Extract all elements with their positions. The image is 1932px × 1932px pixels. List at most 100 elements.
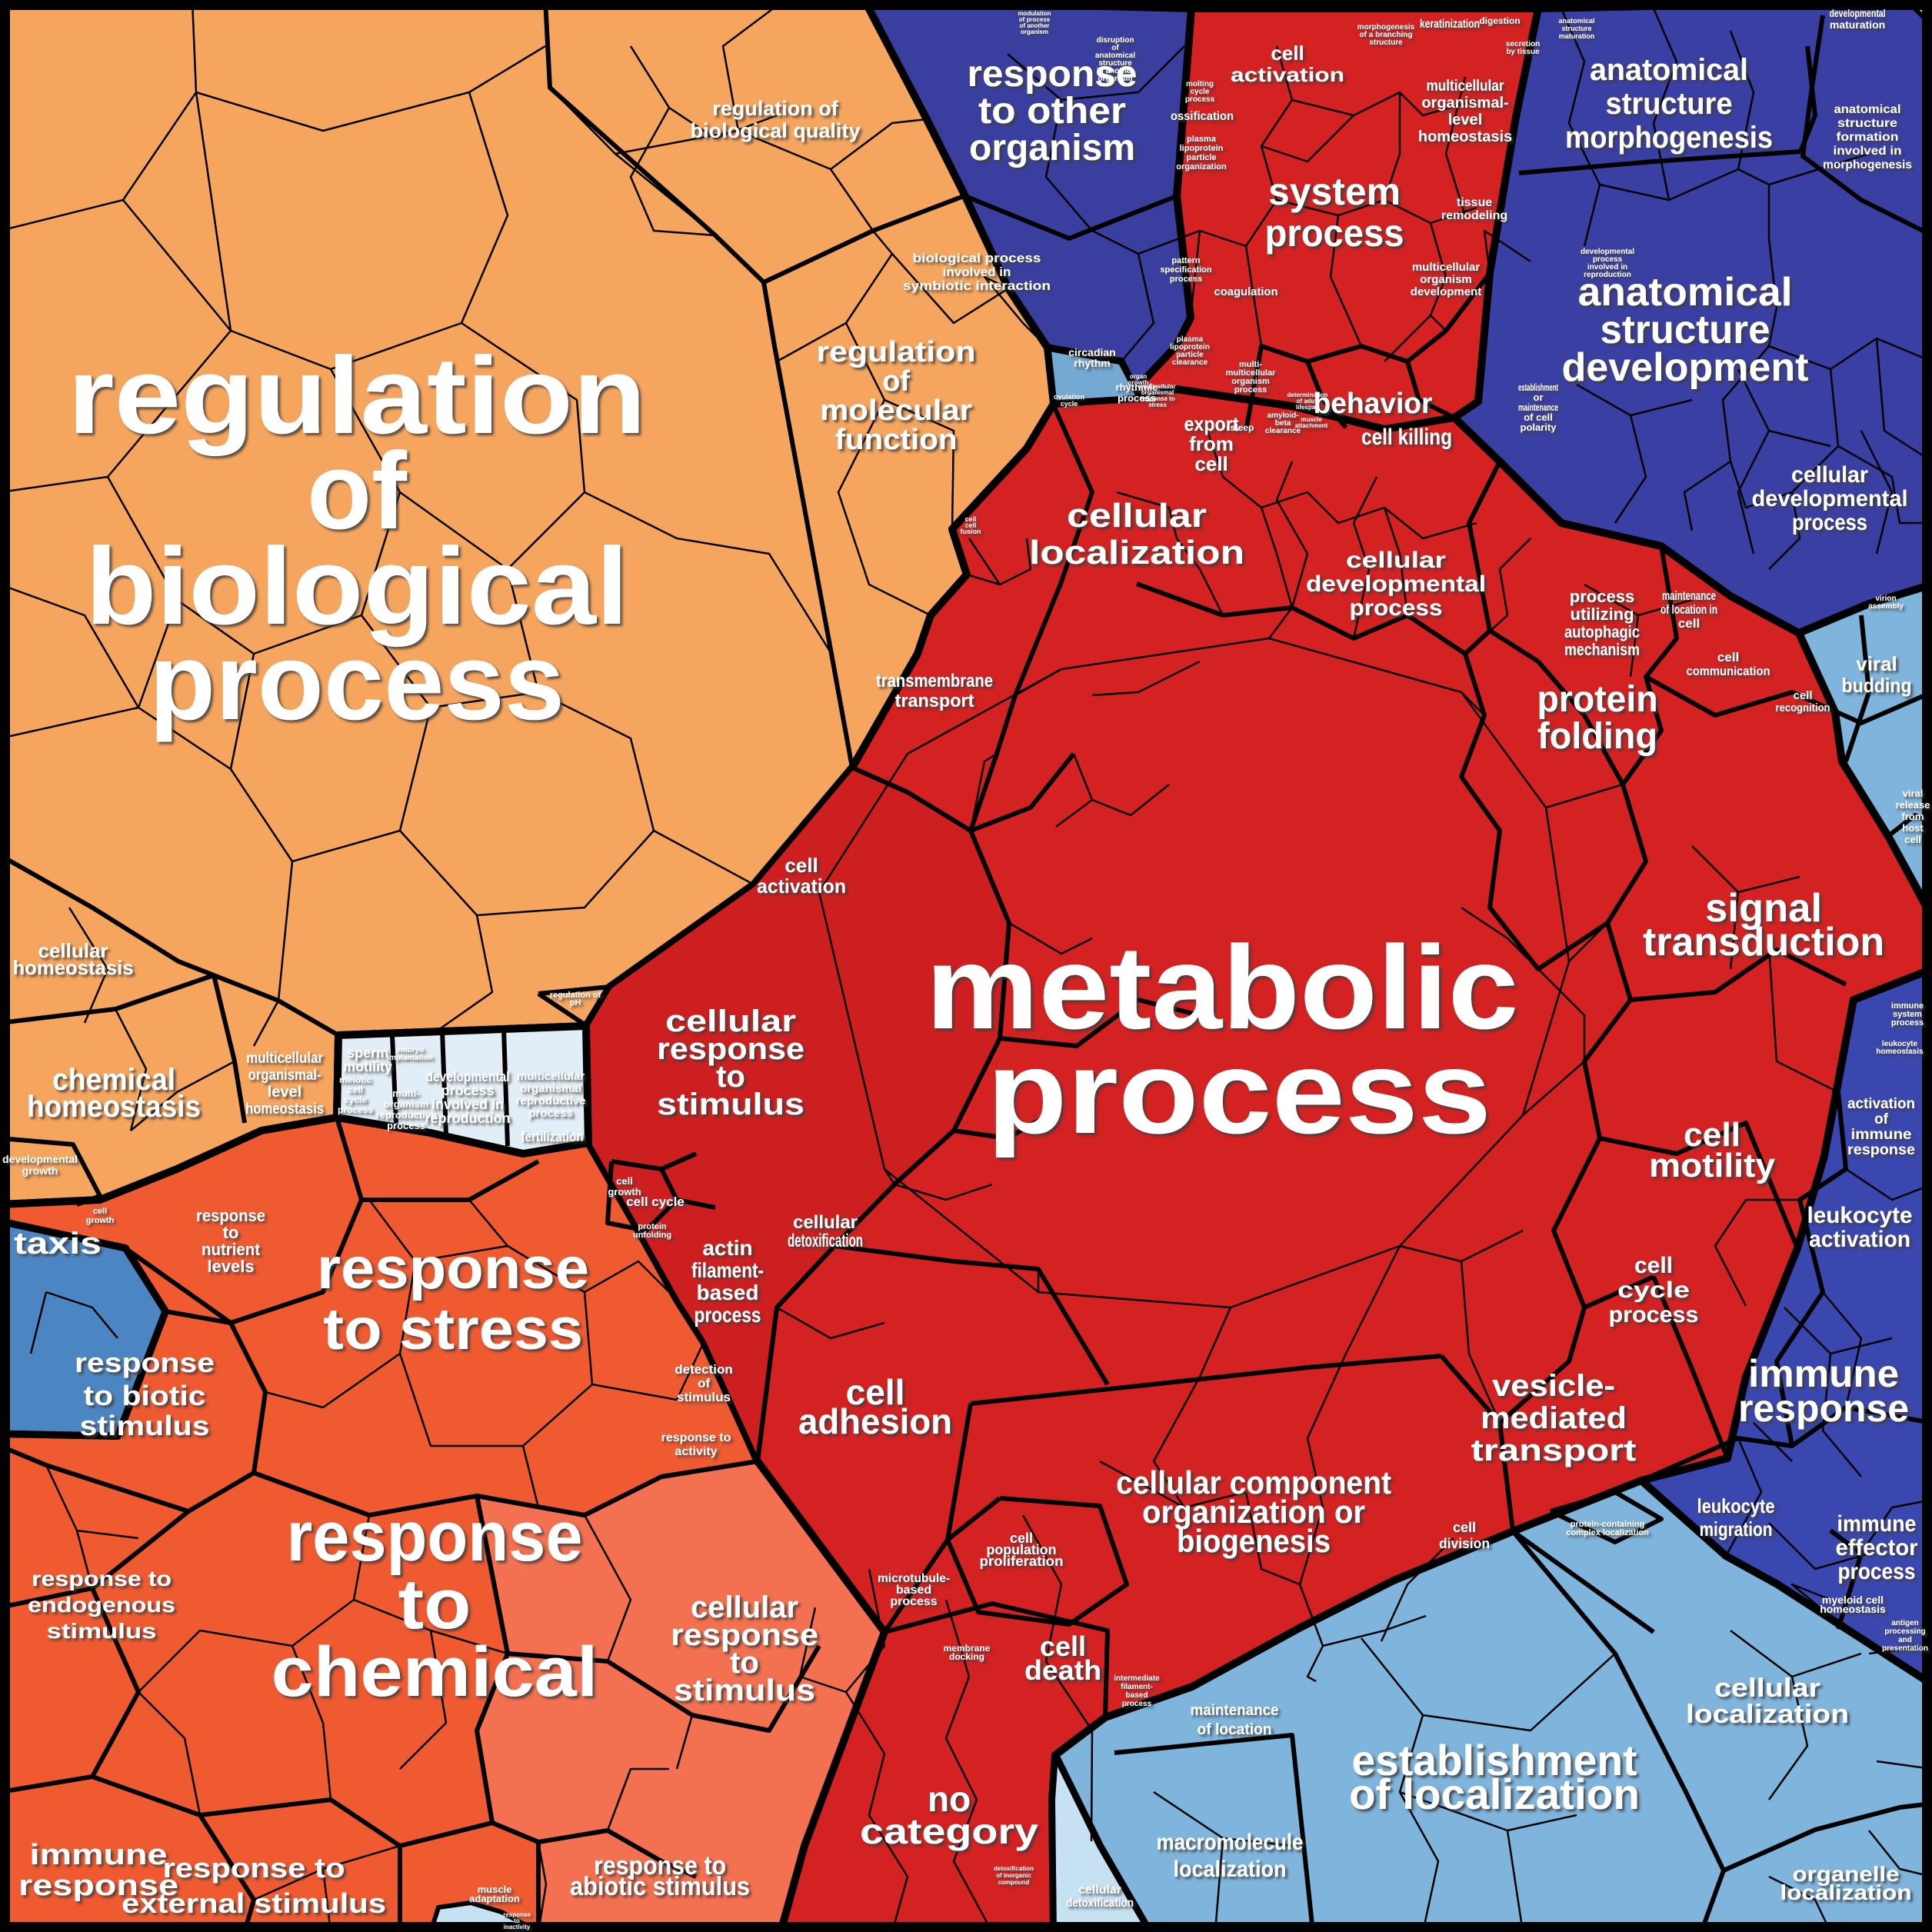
svg-text:activation: activation: [1847, 1096, 1915, 1112]
svg-text:metabolic: metabolic: [926, 921, 1519, 1054]
svg-text:stimulus: stimulus: [657, 1088, 804, 1121]
svg-text:process: process: [1265, 212, 1404, 255]
svg-text:leukocyte: leukocyte: [1882, 1040, 1918, 1048]
svg-text:remodeling: remodeling: [1441, 209, 1507, 222]
svg-text:particle: particle: [1176, 351, 1204, 359]
svg-text:unfolding: unfolding: [633, 1231, 671, 1240]
svg-text:cell: cell: [1453, 1520, 1476, 1535]
svg-text:leukocyte: leukocyte: [1697, 1494, 1775, 1517]
svg-text:cellular component: cellular component: [1116, 1464, 1391, 1501]
svg-text:chemical: chemical: [52, 1063, 175, 1097]
svg-text:stimulus: stimulus: [674, 1674, 815, 1707]
svg-text:levels: levels: [207, 1257, 254, 1276]
svg-text:cell cycle: cell cycle: [626, 1194, 685, 1209]
svg-text:stimulus: stimulus: [47, 1619, 157, 1643]
svg-text:digestion: digestion: [1479, 15, 1520, 26]
svg-text:lipoprotein: lipoprotein: [1180, 144, 1224, 153]
svg-text:developmental: developmental: [2, 1153, 78, 1165]
svg-text:process: process: [1170, 275, 1202, 284]
svg-text:lifespan: lifespan: [1296, 404, 1319, 411]
svg-text:circadian: circadian: [1068, 346, 1115, 358]
svg-text:ossification: ossification: [1171, 110, 1234, 123]
svg-text:nutrient: nutrient: [202, 1240, 261, 1259]
svg-text:adaptation: adaptation: [469, 1893, 520, 1904]
svg-text:cell: cell: [93, 1207, 107, 1216]
svg-text:multicellular: multicellular: [1139, 383, 1175, 390]
svg-text:formation: formation: [1837, 131, 1899, 144]
svg-text:multicellular: multicellular: [1226, 368, 1277, 378]
svg-text:filament-: filament-: [1121, 1683, 1153, 1691]
svg-text:actin: actin: [702, 1236, 752, 1260]
svg-text:lipoprotein: lipoprotein: [1170, 343, 1210, 351]
svg-text:fusion: fusion: [961, 528, 981, 535]
svg-text:cellular: cellular: [38, 939, 108, 962]
svg-text:based: based: [1126, 1691, 1148, 1700]
svg-text:system: system: [1268, 170, 1401, 213]
svg-text:growth: growth: [86, 1216, 115, 1225]
svg-text:biogenesis: biogenesis: [1177, 1523, 1331, 1559]
svg-text:complex localization: complex localization: [1566, 1528, 1649, 1537]
svg-text:regulation of: regulation of: [712, 97, 838, 120]
svg-text:reproduction: reproduction: [1584, 271, 1631, 279]
svg-text:clearance: clearance: [1265, 427, 1301, 435]
svg-text:cell: cell: [784, 854, 818, 877]
svg-text:modulation: modulation: [1018, 10, 1051, 17]
svg-text:reproductive: reproductive: [516, 1094, 586, 1108]
svg-text:cycle: cycle: [1061, 400, 1078, 408]
svg-text:function: function: [835, 424, 958, 456]
svg-text:anatomical: anatomical: [1095, 52, 1135, 60]
svg-text:response: response: [968, 54, 1138, 95]
svg-text:fertilization: fertilization: [521, 1129, 584, 1144]
svg-text:of: of: [1874, 1111, 1889, 1128]
svg-text:division: division: [1439, 1536, 1490, 1551]
svg-text:maturation: maturation: [1559, 32, 1595, 40]
svg-text:cell: cell: [1040, 1631, 1086, 1662]
svg-text:implantation: implantation: [387, 1054, 432, 1062]
svg-text:response: response: [503, 1911, 531, 1918]
svg-text:immune: immune: [1891, 1001, 1924, 1011]
svg-text:response: response: [18, 1870, 178, 1902]
svg-text:utilizing: utilizing: [1570, 605, 1634, 624]
svg-text:no: no: [928, 1779, 971, 1819]
svg-text:of adult: of adult: [1297, 398, 1319, 405]
svg-text:beta: beta: [1275, 419, 1291, 428]
svg-text:cell killing: cell killing: [1361, 425, 1452, 450]
svg-text:muscle: muscle: [1301, 416, 1322, 423]
svg-text:cell: cell: [1717, 650, 1739, 665]
svg-text:cell: cell: [1010, 1531, 1033, 1546]
svg-text:of: of: [882, 365, 910, 398]
svg-text:regulation: regulation: [68, 335, 646, 457]
svg-text:to other: to other: [978, 91, 1126, 132]
svg-text:category: category: [860, 1811, 1039, 1851]
svg-text:activation: activation: [1231, 63, 1344, 86]
svg-text:process: process: [528, 1107, 573, 1120]
svg-text:of location in: of location in: [1661, 602, 1717, 617]
svg-text:to: to: [398, 1565, 471, 1644]
svg-text:process: process: [338, 1104, 373, 1115]
svg-text:recognition: recognition: [1776, 701, 1830, 715]
svg-text:organism: organism: [1098, 75, 1132, 83]
svg-text:activation: activation: [757, 874, 846, 898]
svg-text:of location: of location: [1198, 1721, 1272, 1738]
svg-text:transduction: transduction: [1643, 920, 1884, 964]
svg-text:based: based: [896, 1584, 931, 1597]
svg-text:specification: specification: [1160, 265, 1212, 275]
svg-text:response to: response to: [661, 1431, 731, 1444]
svg-text:process: process: [890, 1595, 937, 1608]
svg-text:disruption: disruption: [1097, 36, 1134, 45]
svg-text:process: process: [387, 1120, 425, 1131]
svg-text:cycle: cycle: [344, 1094, 367, 1105]
svg-text:to: to: [716, 1060, 745, 1094]
svg-text:process: process: [1350, 595, 1443, 621]
svg-text:particle: particle: [1186, 153, 1216, 162]
svg-text:growth: growth: [22, 1164, 58, 1177]
svg-text:maintenance: maintenance: [1662, 588, 1716, 603]
svg-text:immune: immune: [1748, 1352, 1899, 1395]
svg-text:coagulation: coagulation: [1214, 285, 1278, 298]
svg-text:level: level: [268, 1084, 301, 1101]
svg-text:localization: localization: [1780, 1880, 1912, 1904]
svg-text:involved in: involved in: [431, 1097, 504, 1112]
svg-text:antigen: antigen: [1891, 1619, 1919, 1627]
svg-text:regulation of: regulation of: [550, 991, 601, 1000]
svg-text:organismal: organismal: [1141, 389, 1174, 396]
